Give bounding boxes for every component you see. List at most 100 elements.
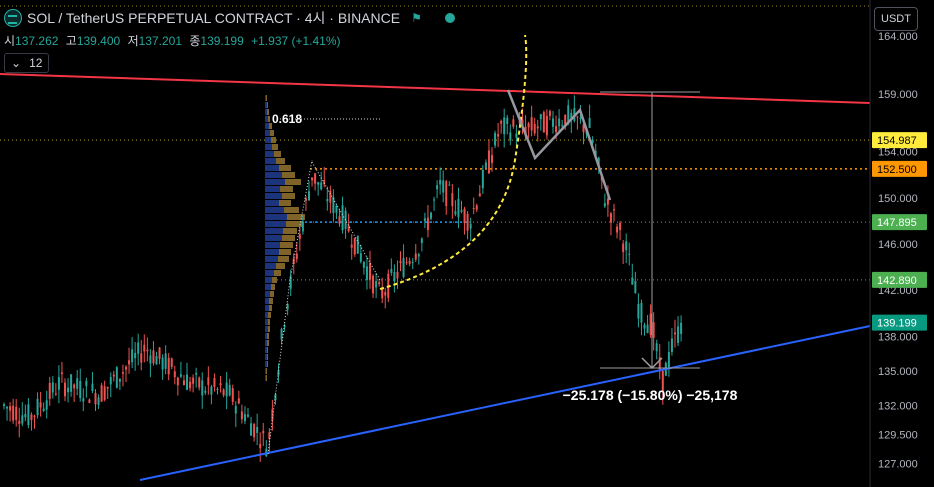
candle-body-up (469, 223, 472, 229)
candle-body-up (570, 112, 573, 120)
candle-body-up (234, 405, 237, 414)
vp-bar-down (266, 95, 267, 101)
candle-body-down (564, 114, 567, 127)
symbol-header[interactable]: SOL / TetherUS PERPETUAL CONTRACT · 4시 ·… (4, 8, 455, 28)
vp-bar-down (276, 158, 285, 164)
candle-body-up (457, 198, 460, 218)
candle-body-up (42, 408, 45, 411)
vp-bar-down (268, 326, 270, 332)
candle-body-down (100, 385, 103, 402)
vp-bar-down (279, 200, 291, 206)
vp-bar-up (265, 123, 269, 129)
candle-body-down (475, 205, 478, 210)
vp-bar-up (265, 207, 284, 213)
vp-bar-down (279, 249, 291, 255)
vp-bar-down (267, 109, 269, 115)
axis-tick-label: 138.000 (878, 331, 918, 343)
candle-body-down (619, 222, 622, 230)
indicator-toggle[interactable]: ⌄ 12 (4, 53, 50, 73)
candle-body-up (393, 272, 396, 282)
vp-bar-down (276, 263, 285, 269)
candle-body-down (125, 366, 127, 370)
axis-tick-label: 146.000 (878, 239, 918, 251)
vp-bar-down (267, 354, 268, 360)
candle-body-up (402, 258, 405, 277)
candle-body-down (582, 124, 585, 133)
vp-bar-up (265, 319, 268, 325)
candle-body-up (509, 132, 512, 141)
candle-body-up (628, 253, 631, 255)
vp-bar-up (265, 340, 267, 346)
currency-button[interactable]: USDT (874, 7, 918, 31)
candle-body-up (85, 380, 88, 387)
candle-body-down (189, 381, 192, 389)
candle-body-up (320, 182, 323, 190)
vp-bar-up (265, 102, 267, 108)
vp-bar-up (265, 95, 266, 101)
candle-body-up (210, 386, 213, 395)
candle-body-up (247, 414, 249, 417)
chevron-down-icon[interactable]: ⌄ (11, 56, 22, 70)
vp-bar-down (270, 130, 274, 136)
vp-bar-up (265, 354, 267, 360)
candle-body-up (375, 281, 378, 288)
candle-body-up (454, 211, 457, 215)
candle-body-up (356, 235, 359, 254)
vp-bar-down (268, 116, 270, 122)
candle-body-up (433, 199, 436, 201)
vp-bar-down (271, 137, 276, 143)
candle-body-up (341, 205, 344, 231)
candle-body-down (103, 386, 106, 400)
candle-body-up (552, 118, 554, 127)
candle-body-down (231, 388, 234, 402)
candle-body-up (137, 342, 140, 354)
candle-body-up (201, 380, 204, 396)
candle-body-down (9, 406, 12, 411)
candle-body-down (545, 115, 548, 136)
candle-body-up (558, 118, 561, 127)
candle-body-down (609, 213, 612, 223)
candle-body-up (131, 349, 134, 363)
price-badge (872, 160, 927, 177)
candle-body-down (298, 234, 301, 239)
vp-bar-up (265, 221, 286, 227)
candle-body-down (512, 119, 515, 127)
flag-icon[interactable]: ⚑ (411, 11, 422, 25)
symbol-title: SOL / TetherUS PERPETUAL CONTRACT · 4시 ·… (27, 10, 401, 26)
vp-bar-down (272, 144, 278, 150)
vp-bar-up (265, 235, 282, 241)
candle-body-down (548, 110, 551, 116)
candle-body-down (12, 405, 15, 421)
candle-body-down (170, 358, 173, 367)
candle-body-up (57, 377, 60, 390)
vp-bar-up (265, 305, 269, 311)
candle-body-up (308, 191, 310, 201)
candle-body-up (179, 374, 182, 377)
candle-body-down (347, 225, 350, 232)
candle-body-down (384, 292, 387, 296)
candle-body-down (15, 406, 18, 420)
price-badge (872, 132, 927, 149)
candle-body-up (326, 198, 329, 202)
candle-body-up (283, 325, 286, 328)
measure-label: −25.178 (−15.80%) −25,178 (563, 387, 738, 403)
candle-body-down (219, 383, 222, 386)
axis-tick-label: 127.000 (878, 459, 918, 471)
vp-bar-up (265, 179, 285, 185)
candle-body-down (128, 360, 131, 365)
candle-body-down (606, 198, 609, 205)
vp-bar-down (267, 333, 269, 339)
support-trendline (139, 325, 871, 481)
vp-bar-down (267, 347, 268, 353)
candle-body-down (323, 179, 326, 185)
candle-body-down (658, 357, 661, 372)
price-axis: 164.000 159.000 154.000 150.000 146.000 142.0… (869, 0, 927, 487)
vp-bar-down (269, 305, 272, 311)
solana-logo-icon (4, 9, 22, 27)
candle-body-down (426, 217, 429, 231)
axis-tick-label: 129.500 (878, 430, 918, 442)
candle-body-down (18, 420, 21, 424)
candle-body-down (64, 382, 66, 397)
axis-tick-label: 154.000 (878, 147, 918, 159)
